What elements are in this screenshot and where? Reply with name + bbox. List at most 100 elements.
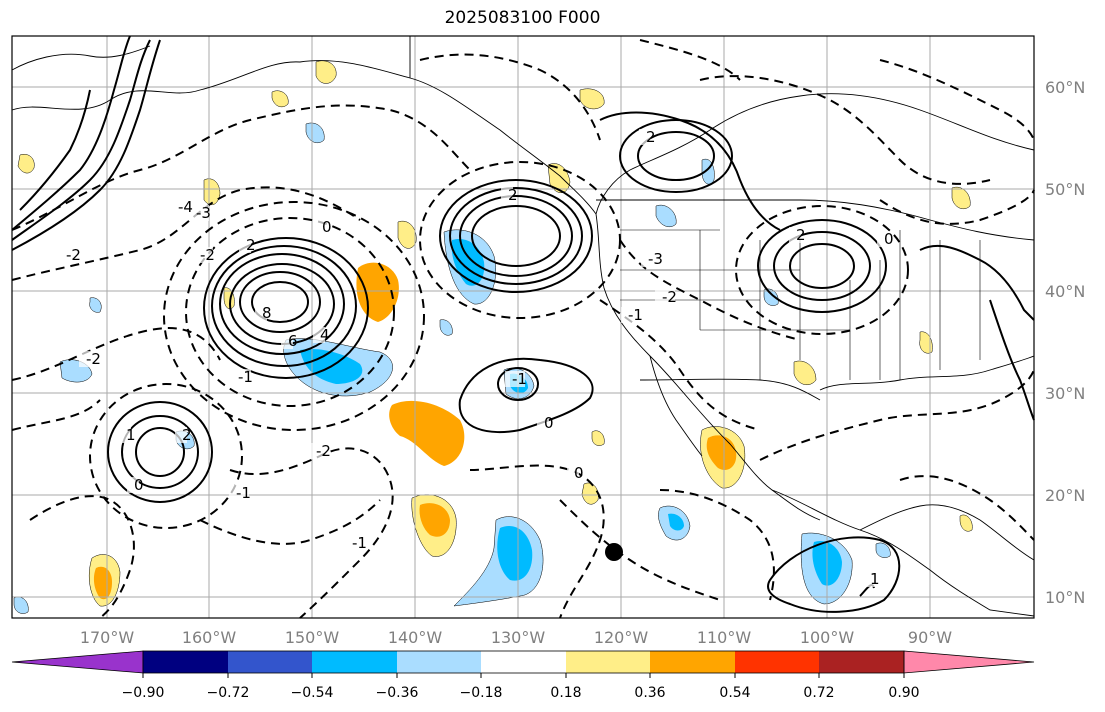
longitude-tick-label: 120°W bbox=[594, 628, 649, 647]
longitude-tick-label: 170°W bbox=[80, 628, 135, 647]
contour-label-background bbox=[877, 231, 889, 247]
contour-label-background bbox=[655, 289, 675, 305]
contour-label-background bbox=[79, 351, 99, 367]
contour-value-label: 4 bbox=[320, 326, 330, 344]
cool-anomaly-region bbox=[763, 288, 779, 306]
contour-solid bbox=[919, 244, 1035, 321]
contour-dashed bbox=[419, 53, 601, 141]
warm-anomaly-region bbox=[919, 331, 933, 354]
contour-dashed bbox=[11, 399, 101, 431]
contour-label-background bbox=[789, 227, 801, 243]
contour-label-background bbox=[863, 571, 875, 587]
latitude-tick-label: 10°N bbox=[1045, 588, 1085, 607]
colorbar-extend-high bbox=[903, 650, 1035, 674]
baja-coastline bbox=[649, 355, 703, 457]
contour-solid bbox=[11, 39, 151, 241]
longitude-tick-label: 90°W bbox=[908, 628, 952, 647]
longitude-tick-label: 100°W bbox=[800, 628, 855, 647]
colorbar-labels: −0.90 −0.72 −0.54 −0.36 −0.18 0.18 0.36 0.54 0.7… bbox=[122, 673, 920, 701]
contour-label-background bbox=[239, 237, 251, 253]
contour-value-label: 1 bbox=[870, 570, 880, 588]
contour-value-label: 0 bbox=[884, 230, 894, 248]
longitude-tick-label: 150°W bbox=[285, 628, 340, 647]
colorbar-segment bbox=[228, 651, 312, 673]
contour-value-label: -2 bbox=[316, 442, 331, 460]
contour-solid bbox=[219, 253, 345, 355]
contour-value-label: -3 bbox=[648, 250, 663, 268]
colorbar-segment bbox=[735, 651, 819, 673]
latitude-tick-label: 20°N bbox=[1045, 486, 1085, 505]
contour-dashed bbox=[735, 205, 909, 335]
contour-value-label: 0 bbox=[322, 218, 332, 236]
contour-dashed bbox=[659, 489, 775, 601]
contour-solid bbox=[19, 89, 91, 211]
colorbar-tick-label: −0.72 bbox=[207, 685, 250, 701]
alaska-coastline bbox=[11, 60, 597, 215]
contour-label-background bbox=[127, 477, 139, 493]
contour-value-label: -3 bbox=[196, 204, 211, 222]
colorbar-tick-label: 0.54 bbox=[719, 685, 750, 701]
colorbar-tick-label: −0.90 bbox=[122, 685, 165, 701]
cool-anomaly-region bbox=[655, 204, 677, 227]
colorbar-tick-label: −0.54 bbox=[291, 685, 334, 701]
contour-dashed bbox=[229, 447, 394, 619]
latitude-tick-label: 60°N bbox=[1045, 78, 1085, 97]
cool-anomaly-region bbox=[89, 297, 102, 313]
contour-value-label: 0 bbox=[134, 476, 144, 494]
contour-solid bbox=[11, 39, 161, 251]
cool-anomaly-region bbox=[497, 526, 533, 581]
cool-anomaly-region bbox=[439, 319, 453, 336]
longitude-tick-label: 130°W bbox=[491, 628, 546, 647]
colorbar-tick-label: 0.36 bbox=[634, 685, 665, 701]
latitude-tick-label: 40°N bbox=[1045, 282, 1085, 301]
contour-value-label: -2 bbox=[66, 246, 81, 264]
warm-anomaly-region bbox=[591, 430, 605, 446]
contour-value-label: 0 bbox=[574, 464, 584, 482]
colorbar-segment bbox=[650, 651, 735, 673]
contour-solid bbox=[471, 205, 561, 267]
contour-dashed bbox=[759, 369, 1035, 461]
longitude-tick-label: 140°W bbox=[388, 628, 443, 647]
colorbar-segment bbox=[566, 651, 650, 673]
warm-anomaly-region bbox=[959, 514, 973, 532]
colorbar-outline bbox=[142, 650, 905, 674]
colorbar-tick-label: 0.18 bbox=[550, 685, 581, 701]
contour-value-label: 2 bbox=[796, 226, 806, 244]
contour-dashed bbox=[899, 475, 1035, 541]
us-west-coastline bbox=[595, 213, 821, 521]
contour-value-label: 2 bbox=[508, 186, 518, 204]
warm-anomaly-region bbox=[271, 90, 289, 108]
contour-dashed bbox=[879, 189, 1035, 225]
contour-value-label: 1 bbox=[126, 426, 136, 444]
longitude-tick-label: 110°W bbox=[697, 628, 752, 647]
contour-solid bbox=[211, 245, 357, 367]
warm-anomaly-region bbox=[419, 503, 450, 537]
contour-solid bbox=[497, 367, 539, 401]
contour-value-label: 2 bbox=[246, 236, 256, 254]
anomaly-shading bbox=[13, 60, 973, 614]
contour-solid bbox=[121, 415, 199, 489]
cool-anomaly-region bbox=[875, 542, 891, 558]
contour-label-background bbox=[501, 187, 513, 203]
contour-label-background bbox=[231, 369, 251, 385]
contour-dashed bbox=[879, 59, 1035, 141]
contour-value-label: 2 bbox=[646, 128, 656, 146]
contour-value-label: 2 bbox=[182, 426, 192, 444]
colorbar-tick-label: 0.90 bbox=[888, 685, 919, 701]
warm-anomaly-region bbox=[397, 220, 417, 249]
contour-dashed bbox=[29, 495, 135, 619]
contour-solid bbox=[458, 357, 594, 434]
contour-label-background bbox=[171, 199, 191, 215]
warm-anomaly-region bbox=[706, 435, 737, 471]
contour-solid bbox=[989, 299, 1035, 421]
contour-solid bbox=[449, 187, 583, 285]
contour-solid bbox=[599, 111, 781, 231]
contour-value-label: -1 bbox=[628, 306, 643, 324]
contour-label-background bbox=[189, 205, 209, 221]
contour-value-label: -1 bbox=[236, 484, 251, 502]
contour-label-background bbox=[621, 307, 641, 323]
colorbar-tick-label: −0.18 bbox=[460, 685, 503, 701]
colorbar-tick-label: −0.36 bbox=[376, 685, 419, 701]
contour-label-background bbox=[281, 333, 293, 349]
map-frame bbox=[11, 35, 1035, 619]
